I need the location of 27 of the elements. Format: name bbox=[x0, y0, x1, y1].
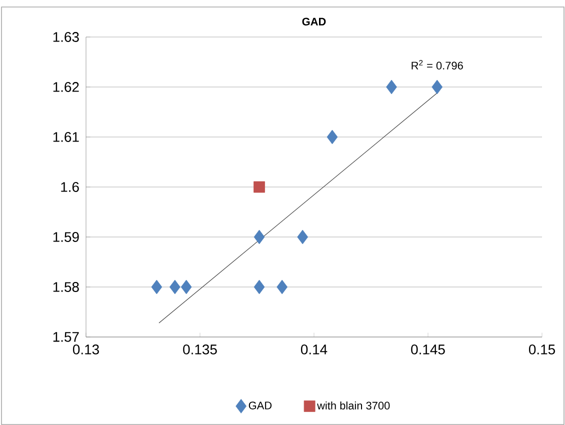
x-tick-label: 0.13 bbox=[72, 344, 99, 354]
point bbox=[276, 280, 288, 294]
y-tick-label: 1.58 bbox=[53, 282, 79, 292]
point bbox=[151, 280, 162, 294]
point bbox=[180, 280, 192, 294]
y-tick-label: 1.6 bbox=[61, 182, 79, 192]
x-tick-label: 0.145 bbox=[411, 344, 445, 354]
legend-label: with blain 3700 bbox=[317, 401, 390, 410]
y-tick-label: 1.62 bbox=[53, 82, 79, 92]
point bbox=[386, 80, 397, 94]
legend-label: GAD bbox=[248, 402, 272, 410]
point bbox=[254, 181, 265, 193]
y-tick-label: 1.59 bbox=[53, 232, 79, 242]
x-tick-label: 0.15 bbox=[528, 344, 555, 354]
point bbox=[254, 280, 265, 294]
y-tick-label: 1.61 bbox=[53, 132, 79, 142]
point bbox=[169, 280, 180, 294]
point bbox=[254, 230, 265, 244]
point bbox=[297, 230, 308, 244]
point bbox=[326, 130, 338, 144]
y-tick-label: 1.63 bbox=[53, 32, 79, 42]
y-tick-label: 1.57 bbox=[53, 332, 79, 342]
point bbox=[432, 80, 443, 94]
chart-title: GAD bbox=[302, 18, 326, 26]
annotation: R$^{2}$ = 0.796 bbox=[412, 60, 463, 70]
x-tick-label: 0.14 bbox=[300, 344, 328, 354]
x-tick-label: 0.135 bbox=[183, 344, 217, 354]
